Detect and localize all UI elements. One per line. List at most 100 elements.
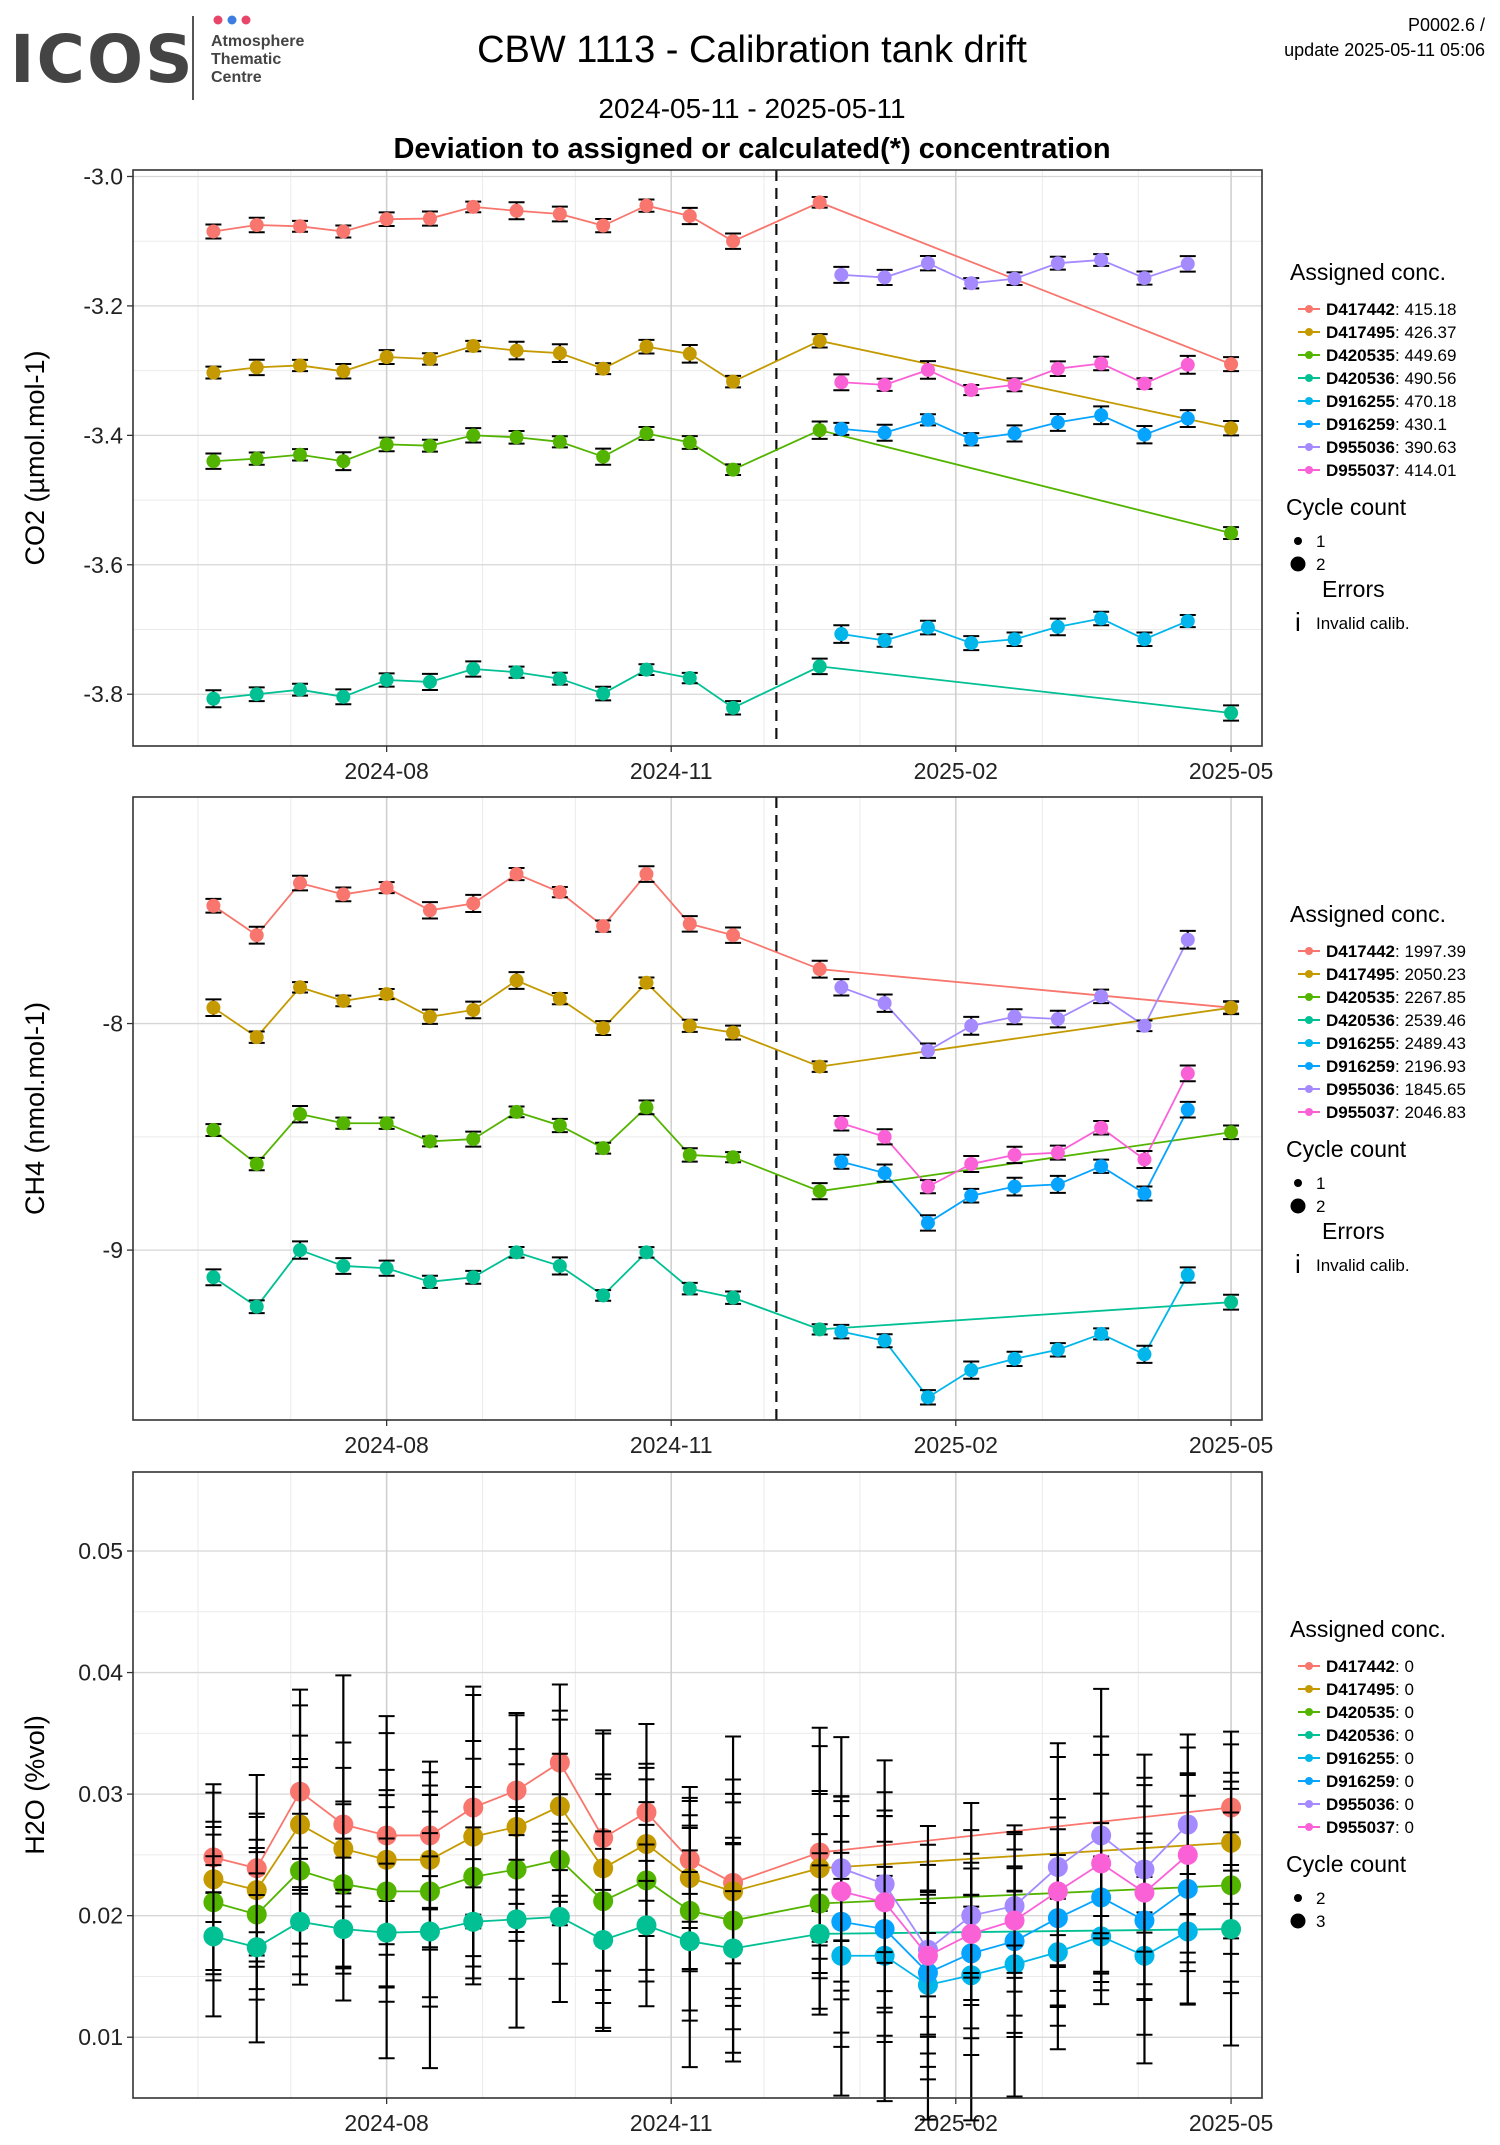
data-point (1050, 361, 1065, 376)
data-point (422, 1009, 437, 1024)
legend-key-dot (1305, 1062, 1313, 1070)
legend-item-name: D417495 (1326, 965, 1395, 984)
logo-text: ICOS (10, 21, 195, 98)
y-tick-label: 0.01 (78, 2024, 123, 2050)
y-tick-label: 0.04 (78, 1660, 123, 1686)
y-tick-label: 0.05 (78, 1538, 123, 1564)
series-D420536 (205, 657, 1240, 722)
data-point (639, 867, 654, 882)
data-point (1137, 1186, 1152, 1201)
data-point (636, 1915, 657, 1936)
data-point (1050, 1145, 1065, 1160)
data-point (293, 876, 308, 891)
data-point (1137, 376, 1152, 391)
data-point (877, 1333, 892, 1348)
data-point (509, 665, 524, 680)
legend-cycle-label: 2 (1316, 1889, 1325, 1908)
y-tick-label: -3.0 (83, 163, 123, 189)
data-point (336, 993, 351, 1008)
data-point (812, 1184, 827, 1199)
legend-invalid-label: Invalid calib. (1316, 1256, 1410, 1275)
data-point (961, 1923, 982, 1944)
data-point (1004, 1910, 1025, 1931)
data-point (917, 1945, 938, 1966)
data-point (726, 1290, 741, 1305)
data-point (877, 1166, 892, 1181)
y-axis-label: H2O (%vol) (20, 1715, 50, 1855)
data-point (726, 1150, 741, 1165)
legend-item-value: : 2489.43 (1395, 1034, 1466, 1053)
legend-item-value: : 0 (1395, 1772, 1414, 1791)
legend-key-dot (1305, 1754, 1313, 1762)
legend-title-cycle: Cycle count (1286, 1851, 1407, 1877)
data-point (834, 627, 849, 642)
data-point (1007, 1179, 1022, 1194)
logo-dot-1 (213, 15, 223, 25)
legend-cycle-dot (1290, 1198, 1306, 1214)
series-D916259 (833, 405, 1196, 447)
legend-item-name: D417495 (1326, 1680, 1395, 1699)
data-point (682, 1018, 697, 1033)
legend-key-dot (1305, 993, 1313, 1001)
y-tick-label: -9 (103, 1237, 123, 1263)
x-tick-label: 2025-02 (914, 1432, 998, 1458)
data-point (466, 1270, 481, 1285)
legend-item-name: D420535 (1326, 346, 1395, 365)
series-D955037 (833, 354, 1196, 398)
logo-sub-3: Centre (211, 69, 262, 86)
panel-border (132, 169, 1263, 747)
data-point (466, 339, 481, 354)
data-point (333, 1919, 354, 1940)
series-D420536 (205, 1240, 1240, 1337)
data-point (1091, 1853, 1112, 1874)
data-point (809, 1923, 830, 1944)
data-point (1180, 411, 1195, 426)
data-point (1050, 1177, 1065, 1192)
data-point (249, 451, 264, 466)
data-point (1180, 1102, 1195, 1117)
legend-cycle-label: 2 (1316, 1197, 1325, 1216)
data-point (1224, 357, 1239, 372)
data-point (1224, 421, 1239, 436)
data-point (1180, 1066, 1195, 1081)
legend-item-value: : 2539.46 (1395, 1011, 1466, 1030)
legend-cycle-label: 3 (1316, 1912, 1325, 1931)
data-point (1094, 1159, 1109, 1174)
data-point (249, 928, 264, 943)
data-point (726, 234, 741, 249)
data-point (1224, 1295, 1239, 1310)
data-point (1137, 1347, 1152, 1362)
legend-key-dot (1305, 443, 1313, 451)
data-point (596, 449, 611, 464)
panel-1: -3.8 -3.6 -3.4 -3.2 -3.0 2024-08 2024-11 2025-0… (20, 163, 1456, 784)
legend-item-name: D916255 (1326, 392, 1395, 411)
data-point (682, 435, 697, 450)
x-tick-label: 2024-08 (344, 758, 428, 784)
data-point (1007, 426, 1022, 441)
data-point (509, 867, 524, 882)
legend-item-D955036: D955036: 0 (1326, 1795, 1414, 1814)
data-point (206, 1000, 221, 1015)
data-point (874, 1892, 895, 1913)
legend-cycle-label: 1 (1316, 1174, 1325, 1193)
data-point (1007, 1351, 1022, 1366)
chart-title: CBW 1113 - Calibration tank drift (477, 29, 1027, 71)
legend-item-D916259: D916259: 2196.93 (1326, 1057, 1466, 1076)
legend-item-value: : 390.63 (1395, 438, 1456, 457)
legend-item-name: D420536 (1326, 1726, 1395, 1745)
y-axis-label: CH4 (nmol.mol-1) (20, 1002, 50, 1215)
legend-item-name: D417442 (1326, 1657, 1395, 1676)
data-point (726, 928, 741, 943)
legend-item-D417442: D417442: 415.18 (1326, 300, 1456, 319)
data-point (964, 432, 979, 447)
data-point (596, 218, 611, 233)
legend-item-name: D916259 (1326, 1772, 1395, 1791)
legend-item-name: D916259 (1326, 1057, 1395, 1076)
update-label: update 2025-05-11 05:06 (1284, 40, 1485, 60)
data-point (682, 671, 697, 686)
legend-cycle-label: 2 (1316, 555, 1325, 574)
legend-item-name: D955036 (1326, 438, 1395, 457)
legend-item-D420536: D420536: 0 (1326, 1726, 1414, 1745)
legend-item-value: : 415.18 (1395, 300, 1456, 319)
data-point (336, 887, 351, 902)
